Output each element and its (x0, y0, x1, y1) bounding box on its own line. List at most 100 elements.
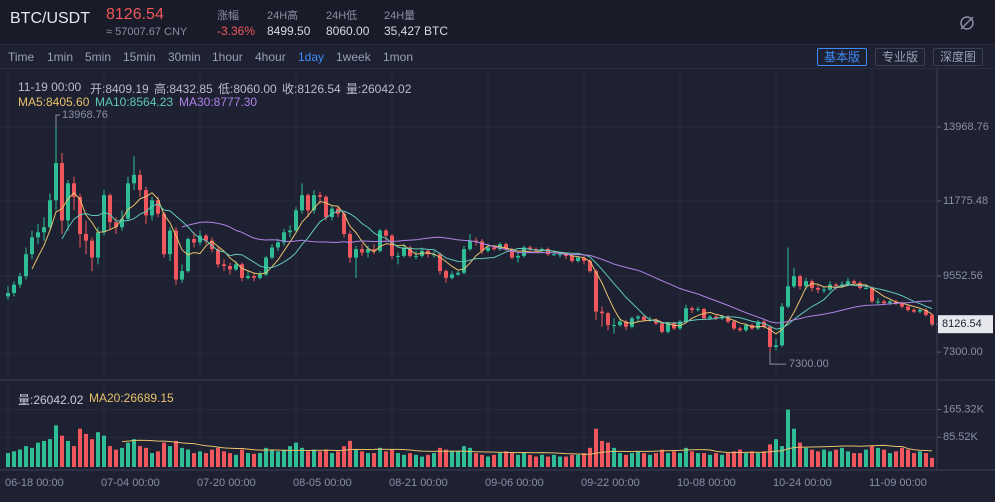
interval-tab[interactable]: 5min (85, 50, 112, 64)
candle-body (60, 163, 64, 221)
x-tick-label: 08-05 00:00 (293, 477, 352, 489)
volume-bar (828, 451, 832, 467)
view-button[interactable]: 专业版 (875, 48, 926, 66)
interval-tab[interactable]: 1day (298, 50, 325, 64)
view-button[interactable]: 基本版 (817, 48, 868, 66)
info-time: 11-19 00:00 (18, 80, 82, 94)
volume-bar (348, 440, 352, 467)
volume-bar (258, 453, 262, 467)
candle-body (300, 195, 304, 211)
candle-body (144, 190, 148, 216)
interval-tab[interactable]: 1hour (212, 50, 243, 64)
volume-bar (84, 433, 88, 467)
volume-bar (882, 449, 886, 467)
candle-body (222, 264, 226, 267)
candle-body (198, 235, 202, 243)
candle-body (240, 264, 244, 278)
candle-body (282, 232, 286, 243)
volume-bar (864, 449, 868, 467)
volume-bar (786, 409, 790, 467)
volume-bar (204, 453, 208, 467)
interval-tab[interactable]: 30min (168, 50, 201, 64)
candle-body (522, 247, 526, 256)
volume-bar (810, 449, 814, 467)
volume-bar (564, 456, 568, 467)
volume-bar (96, 432, 100, 467)
volume-legend: MA20:26689.15 (89, 391, 174, 405)
candle-body (156, 200, 160, 214)
candle-body (12, 284, 16, 294)
candle-body (570, 255, 574, 261)
candle-body (756, 321, 760, 329)
ma-line (61, 203, 933, 330)
interval-tab[interactable]: Time (8, 50, 35, 64)
volume-bar (120, 447, 124, 467)
candle-body (912, 309, 916, 312)
candle-body (810, 281, 814, 288)
view-button[interactable]: 深度图 (933, 48, 984, 66)
stat-label: 24H高 (267, 10, 299, 22)
low-label: 7300.00 (789, 358, 829, 370)
volume-bar (546, 456, 550, 467)
x-tick-label: 10-08 00:00 (677, 477, 736, 489)
settings-icon[interactable] (958, 14, 976, 32)
candle-body (450, 274, 454, 278)
stat-label: 24H量 (384, 10, 416, 22)
stat-value: 8060.00 (326, 24, 370, 38)
volume-bar (174, 440, 178, 467)
candle-body (792, 276, 796, 287)
volume-bar (270, 449, 274, 467)
interval-tab[interactable]: 1mon (383, 50, 414, 64)
volume-bar (180, 447, 184, 467)
candle-body (606, 313, 610, 326)
pair: BTC/USDT (10, 10, 90, 27)
cny: ≈ 57007.67 CNY (106, 26, 188, 38)
x-tick-label: 06-18 00:00 (5, 477, 64, 489)
volume-bar (762, 451, 766, 467)
volume-bar (516, 454, 520, 467)
volume-bar (276, 451, 280, 467)
candle-body (600, 311, 604, 314)
volume-bar (888, 453, 892, 467)
x-tick-label: 08-21 00:00 (389, 477, 448, 489)
candle-body (330, 208, 334, 218)
volume-bar (168, 446, 172, 467)
volume-bar (288, 446, 292, 467)
x-tick-label: 07-04 00:00 (101, 477, 160, 489)
volume-bar (396, 453, 400, 467)
volume-bar (708, 454, 712, 467)
candle-body (360, 249, 364, 253)
candle-body (384, 230, 388, 236)
interval-tab[interactable]: 1week (336, 50, 371, 64)
volume-bar (726, 453, 730, 467)
interval-tab[interactable]: 15min (123, 50, 156, 64)
price: 8126.54 (106, 6, 164, 23)
volume-bar (6, 453, 10, 467)
volume-bar (594, 428, 598, 467)
candle-body (906, 306, 910, 310)
candle-body (438, 254, 442, 272)
volume-bar (714, 453, 718, 467)
volume-bar (360, 451, 364, 467)
volume-bar (426, 454, 430, 467)
candle-body (492, 247, 496, 250)
interval-tab[interactable]: 4hour (255, 50, 286, 64)
candle-body (732, 321, 736, 329)
volume-bar (210, 449, 214, 467)
volume-bar (660, 449, 664, 467)
candle-body (552, 254, 556, 256)
volume-bar (192, 453, 196, 467)
volume-bar (876, 447, 880, 467)
volume-bar (264, 447, 268, 467)
interval-tab[interactable]: 1min (47, 50, 74, 64)
candle-body (666, 323, 670, 332)
volume-bar (72, 446, 76, 467)
candle-body (396, 255, 400, 257)
candle-body (162, 213, 166, 255)
volume-bar (894, 451, 898, 467)
volume-bar (582, 453, 586, 467)
y-tick-label: 11775.48 (943, 195, 988, 207)
volume-bar (498, 453, 502, 467)
ma-line (31, 192, 933, 335)
candle-body (480, 241, 484, 251)
